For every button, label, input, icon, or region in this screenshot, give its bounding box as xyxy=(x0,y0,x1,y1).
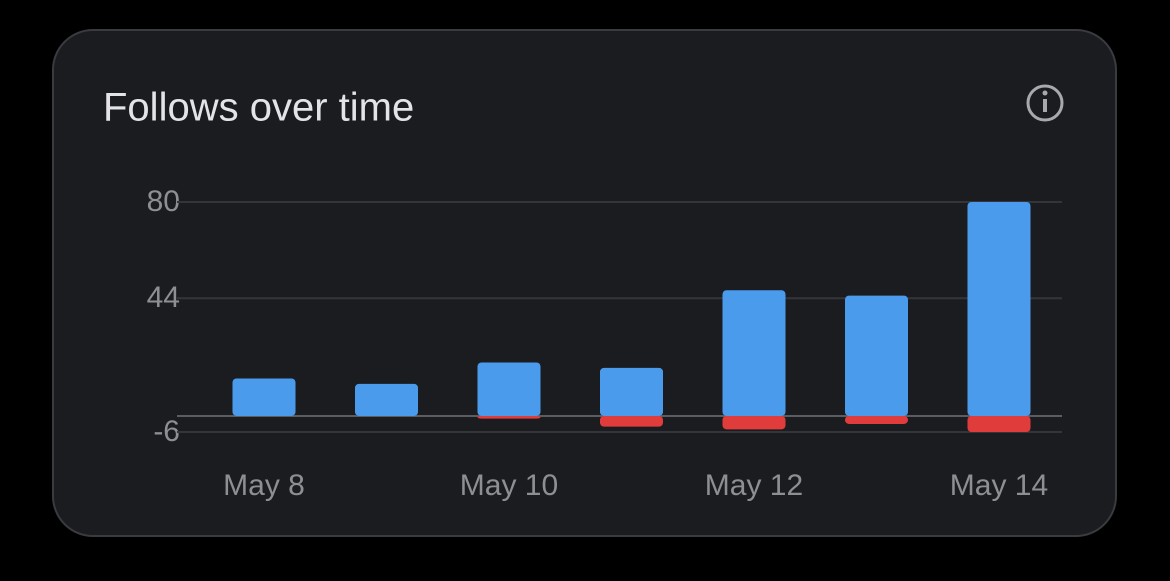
bar xyxy=(477,415,541,419)
bar xyxy=(967,415,1031,432)
bar xyxy=(232,378,296,416)
y-tick-label: -6 xyxy=(153,415,180,448)
bar xyxy=(355,383,418,416)
info-circle[interactable] xyxy=(1026,84,1064,122)
chart-title: Follows over time xyxy=(103,86,414,130)
info-dot[interactable] xyxy=(1042,90,1048,96)
bar xyxy=(477,362,541,416)
x-tick-label: May 10 xyxy=(460,469,558,502)
y-tick-label: 44 xyxy=(147,281,180,314)
bar xyxy=(967,202,1031,416)
bar xyxy=(845,415,908,424)
y-tick-label: 80 xyxy=(147,185,180,218)
x-tick-label: May 14 xyxy=(950,469,1048,502)
x-tick-label: May 12 xyxy=(705,469,803,502)
bar xyxy=(600,367,663,416)
bar xyxy=(722,415,786,430)
bar xyxy=(600,415,663,427)
info-icon[interactable] xyxy=(1026,84,1064,122)
info-stem[interactable] xyxy=(1043,99,1047,112)
bar xyxy=(722,290,786,416)
bar xyxy=(845,295,908,416)
x-tick-label: May 8 xyxy=(223,469,305,502)
